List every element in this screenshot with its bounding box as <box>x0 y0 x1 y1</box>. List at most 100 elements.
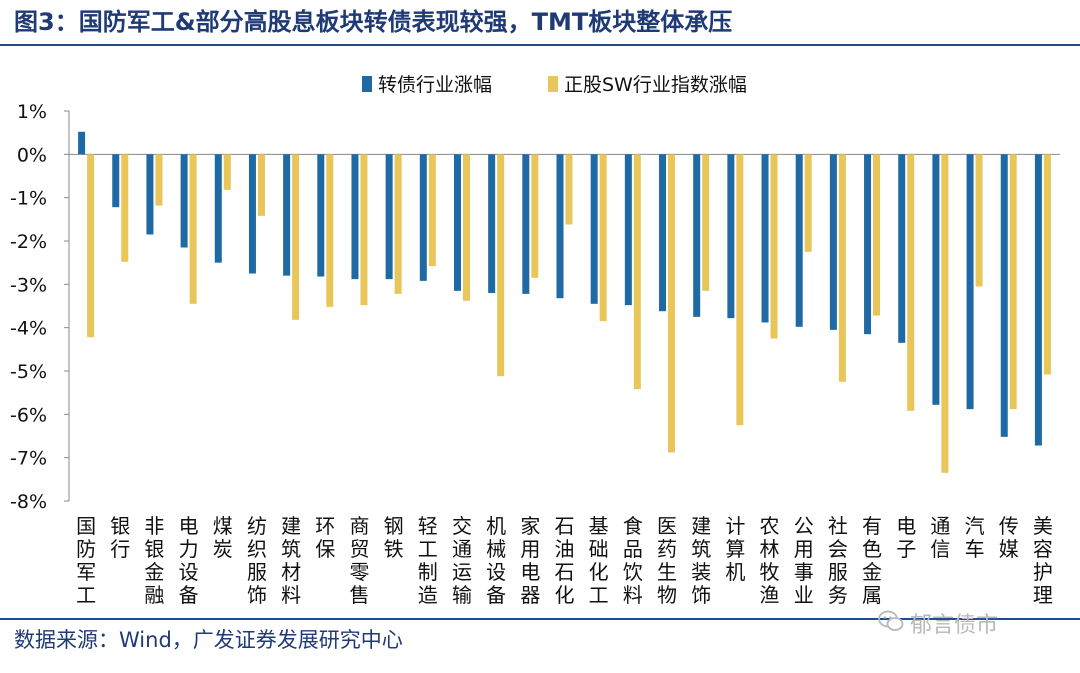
x-tick-label: 贸 <box>349 537 369 561</box>
x-tick-label: 交 <box>452 514 472 538</box>
bar <box>488 154 496 293</box>
watermark: 郁言债市 <box>878 610 998 640</box>
x-tick-label: 钢 <box>384 514 404 538</box>
x-tick-label: 机 <box>486 514 506 538</box>
bar <box>112 154 120 208</box>
bar <box>659 154 667 312</box>
legend-label: 正股SW行业指数涨幅 <box>564 74 747 96</box>
x-tick-label: 电 <box>896 514 916 538</box>
x-tick-label: 设 <box>486 560 506 584</box>
x-tick-label: 计 <box>725 514 745 538</box>
x-tick-label: 药 <box>657 537 677 561</box>
x-tick-label: 生 <box>657 560 677 584</box>
bar <box>146 154 154 235</box>
x-tick-label: 业 <box>794 583 814 607</box>
x-tick-label: 社 <box>828 514 848 538</box>
bar <box>317 154 325 277</box>
x-tick-label: 制 <box>418 560 438 584</box>
x-tick-label: 石 <box>555 514 575 538</box>
x-tick-label: 渔 <box>760 583 780 607</box>
bar <box>736 154 744 426</box>
bar <box>385 154 393 280</box>
bar <box>898 154 906 343</box>
x-tick-label: 算 <box>725 537 745 561</box>
y-tick-label: 1% <box>17 101 47 123</box>
bar <box>624 154 632 306</box>
x-tick-label: 轻 <box>418 514 438 538</box>
x-tick-label: 用 <box>520 537 540 561</box>
x-tick-label: 医 <box>657 514 677 538</box>
bar <box>590 154 598 304</box>
x-tick-label: 食 <box>623 514 643 538</box>
x-tick-label: 护 <box>1033 560 1053 584</box>
bar <box>668 154 676 453</box>
y-tick-label: 0% <box>17 144 47 166</box>
x-tick-label: 铁 <box>384 537 404 561</box>
x-tick-label: 公 <box>794 514 814 538</box>
bar <box>248 154 256 274</box>
bar <box>873 154 881 316</box>
bar <box>1043 154 1051 375</box>
x-tick-label: 工 <box>418 537 438 561</box>
x-tick-label: 售 <box>349 583 369 607</box>
bar <box>838 154 846 382</box>
y-tick-label: -5% <box>10 361 47 383</box>
x-tick-label: 务 <box>828 583 848 607</box>
bar <box>829 154 837 330</box>
x-tick-label: 车 <box>965 537 985 561</box>
bar-chart: 转债行业涨幅 正股SW行业指数涨幅 1% 0% -1% -2% -3% -4% -5% -6% -7… <box>10 74 1060 607</box>
wechat-icon <box>878 610 904 641</box>
x-tick-label: 输 <box>452 583 472 607</box>
x-tick-label: 通 <box>930 514 950 538</box>
x-tick-label: 础 <box>589 537 609 561</box>
legend-swatch <box>362 76 372 92</box>
x-tick-label: 融 <box>144 583 164 607</box>
x-tick-label: 零 <box>349 560 369 584</box>
x-tick-label: 器 <box>520 583 540 607</box>
x-tick-label: 化 <box>555 583 575 607</box>
bar <box>419 154 427 281</box>
x-tick-label: 通 <box>452 537 472 561</box>
x-tick-label: 材 <box>281 560 301 584</box>
bar <box>531 154 539 278</box>
y-tick-label: -1% <box>10 188 47 210</box>
footer-rule <box>0 618 1080 620</box>
x-tick-label: 饰 <box>691 583 711 607</box>
y-tick-label: -6% <box>10 404 47 426</box>
bar <box>360 154 368 306</box>
x-tick-label: 用 <box>794 537 814 561</box>
x-tick-label: 饮 <box>623 560 643 584</box>
x-tick-label: 银 <box>110 514 130 538</box>
x-tick-label: 牧 <box>760 560 780 584</box>
x-tick-label: 物 <box>657 583 677 607</box>
bar <box>78 131 86 155</box>
x-tick-label: 造 <box>418 583 438 607</box>
x-tick-label: 保 <box>315 537 335 561</box>
bar <box>394 154 402 294</box>
x-tick-label: 煤 <box>213 514 233 538</box>
bar <box>1009 154 1017 410</box>
bar <box>770 154 778 339</box>
x-tick-label: 械 <box>486 537 506 561</box>
source-note: 数据来源：Wind，广发证券发展研究中心 <box>14 628 403 652</box>
x-tick-label: 媒 <box>999 537 1019 561</box>
x-tick-label: 电 <box>520 560 540 584</box>
y-tick-label: -7% <box>10 448 47 470</box>
x-tick-label: 金 <box>144 560 164 584</box>
x-tick-label: 农 <box>760 514 780 538</box>
bar <box>966 154 974 410</box>
bar <box>975 154 983 287</box>
x-tick-label: 事 <box>794 560 814 584</box>
bar <box>599 154 607 322</box>
x-tick-label: 林 <box>760 537 780 561</box>
bar <box>693 154 701 317</box>
legend-swatch <box>548 76 558 92</box>
x-tick-label: 筑 <box>281 537 301 561</box>
y-tick-label: -4% <box>10 318 47 340</box>
bar <box>257 154 265 216</box>
bar <box>283 154 291 276</box>
bar <box>907 154 915 411</box>
bar <box>428 154 436 267</box>
x-tick-label: 织 <box>247 537 267 561</box>
x-tick-label: 国 <box>76 514 96 538</box>
